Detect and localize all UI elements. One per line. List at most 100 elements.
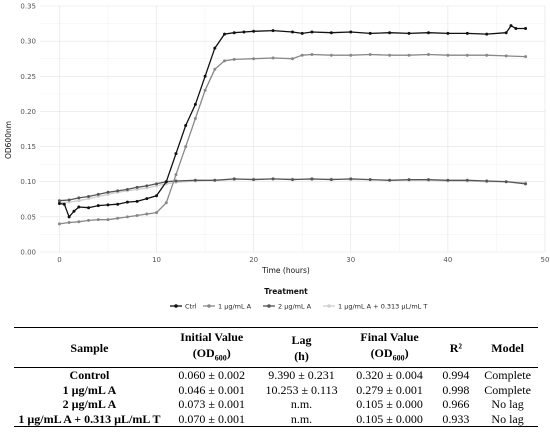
data-point — [446, 53, 450, 57]
cell-initial-value: 0.073 ± 0.001 — [178, 397, 245, 412]
legend-swatch-point — [327, 304, 331, 308]
data-point — [426, 178, 430, 182]
data-point — [174, 173, 178, 177]
data-point — [96, 194, 100, 198]
data-point — [426, 52, 430, 56]
data-point — [349, 30, 353, 34]
cell-model: No lag — [491, 397, 524, 412]
data-point — [329, 31, 333, 35]
data-point — [67, 215, 71, 219]
data-point — [96, 192, 100, 196]
series-line — [59, 53, 526, 225]
y-axis-label: OD600nm — [4, 121, 13, 159]
data-point — [349, 177, 353, 181]
data-point — [368, 31, 372, 35]
data-point — [125, 215, 129, 219]
table-header-cell: Sample — [14, 328, 165, 368]
data-point — [310, 177, 314, 181]
data-point — [271, 177, 275, 181]
data-point — [116, 189, 120, 193]
data-point — [300, 53, 304, 57]
data-point — [155, 184, 159, 188]
data-point — [193, 102, 197, 106]
header-initial-value: Initial Value — [180, 330, 244, 344]
data-point — [485, 53, 489, 57]
legend-item: 1 µg/mL A + 0.313 µL/mL T — [323, 302, 427, 310]
header-lag: Lag — [291, 332, 312, 347]
data-point — [87, 197, 91, 201]
legend-title: Treatment — [264, 287, 308, 296]
x-tick-label: 30 — [346, 256, 355, 264]
data-point — [310, 52, 314, 56]
data-point — [514, 26, 518, 30]
chart-grid — [40, 5, 546, 253]
cell-sample: 1 µg/mL A — [62, 382, 117, 397]
data-point — [193, 116, 197, 120]
y-tick-label: 0.05 — [20, 213, 36, 221]
data-point — [504, 180, 508, 184]
series-0 — [57, 24, 528, 219]
data-point — [135, 187, 139, 191]
data-point — [67, 198, 71, 202]
legend-label: 2 µg/mL A — [278, 302, 312, 310]
data-point — [174, 152, 178, 156]
cell-r2: 0.994 — [442, 368, 470, 383]
data-point — [125, 187, 129, 191]
legend-swatch-point — [174, 304, 178, 308]
series-line — [59, 178, 526, 202]
data-point — [145, 212, 149, 216]
legend: Ctrl 1 µg/mL A 2 µg/mL A 1 µg/mL A + 0.313 … — [170, 302, 427, 310]
table-header-cell: Final Value (OD600) — [345, 328, 435, 368]
y-tick-label: 0.30 — [20, 38, 36, 46]
data-point — [504, 31, 508, 35]
y-tick-label: 0.35 — [20, 3, 36, 11]
data-point — [203, 74, 207, 78]
data-point — [116, 216, 120, 220]
data-point — [368, 178, 372, 182]
data-point — [106, 203, 110, 207]
legend-item: 2 µg/mL A — [263, 302, 312, 310]
data-point — [291, 30, 294, 34]
x-tick-label: 20 — [249, 256, 258, 264]
cell-lag: 10.253 ± 0.113 — [265, 382, 338, 397]
data-point — [155, 194, 159, 198]
legend-swatch-point — [267, 304, 271, 308]
data-point — [62, 202, 66, 206]
data-point — [329, 53, 333, 57]
data-point — [87, 218, 91, 222]
legend-swatch-point — [207, 304, 211, 308]
data-point — [67, 220, 71, 224]
data-point — [67, 200, 71, 204]
cell-r2: 0.966 — [442, 397, 470, 412]
data-point — [77, 220, 81, 224]
cell-model: No lag — [491, 411, 524, 426]
x-tick-label: 0 — [57, 256, 61, 264]
y-tick-label: 0.10 — [20, 178, 36, 186]
legend-label: 1 µg/mL A + 0.313 µL/mL T — [338, 302, 427, 310]
data-point — [388, 31, 392, 35]
table-header-cell: Model — [477, 328, 538, 368]
header-model: Model — [491, 340, 524, 355]
data-point — [329, 178, 333, 182]
data-point — [465, 178, 469, 182]
header-final-value: Final Value — [360, 330, 419, 344]
data-point — [509, 24, 513, 28]
data-point — [485, 32, 489, 36]
cell-model: Complete — [484, 382, 531, 397]
data-point — [349, 53, 353, 57]
data-point — [232, 57, 236, 61]
data-point — [252, 29, 256, 33]
table-row: Control 0.060 ± 0.002 9.390 ± 0.231 0.32… — [14, 368, 538, 383]
data-point — [96, 218, 100, 222]
header-lag-unit: (h) — [294, 348, 309, 363]
header-r2: R² — [449, 340, 463, 355]
data-point — [524, 26, 528, 30]
data-point — [184, 145, 188, 149]
data-point — [77, 196, 81, 200]
table-row: 1 µg/mL A 0.046 ± 0.001 10.253 ± 0.113 0… — [14, 383, 538, 398]
y-tick-label: 0.15 — [20, 143, 36, 151]
data-point — [213, 178, 217, 182]
legend-label: Ctrl — [185, 302, 197, 310]
header-final-unit: (OD600) — [370, 346, 409, 363]
cell-final-value: 0.279 ± 0.001 — [356, 382, 423, 397]
